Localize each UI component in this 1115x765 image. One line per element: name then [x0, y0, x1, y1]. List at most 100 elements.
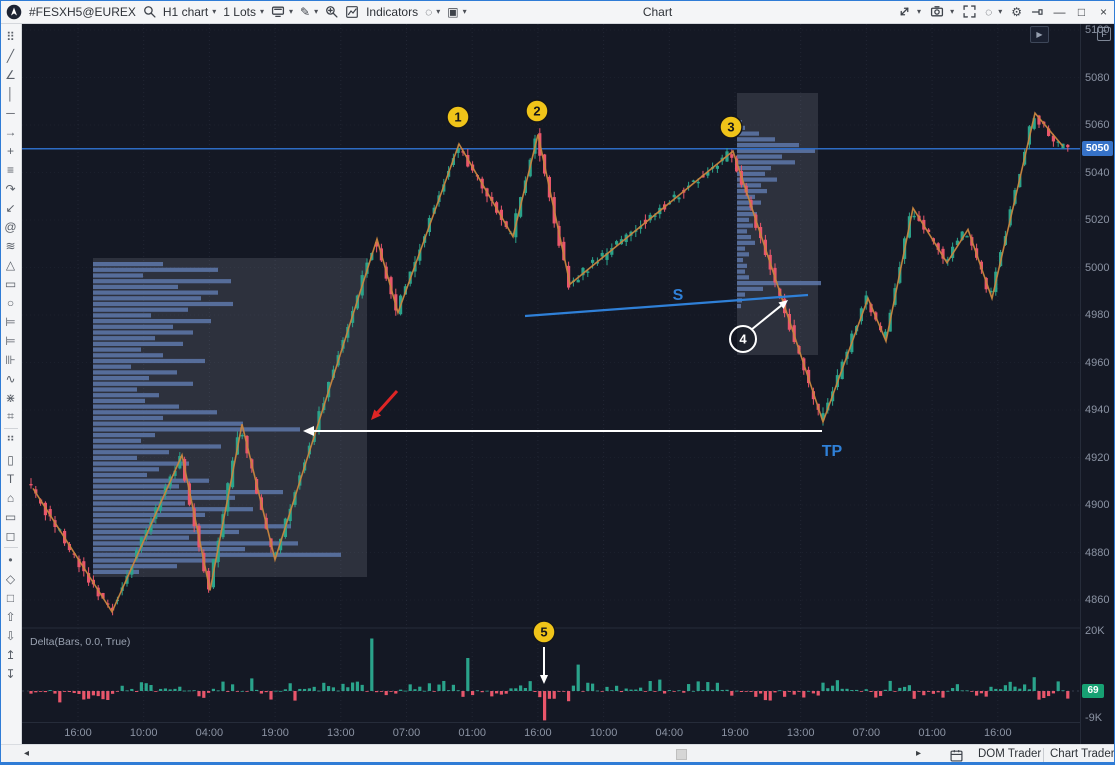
calendar-icon[interactable] — [950, 749, 963, 765]
corner-arrow-tool[interactable]: ↙ — [5, 200, 16, 215]
scroll-right-button[interactable]: ▸ — [916, 748, 922, 759]
pin-icon[interactable] — [1031, 6, 1044, 18]
cross-tool[interactable]: + — [6, 143, 14, 158]
volume-tool[interactable]: ⊪ — [5, 352, 16, 367]
scrollbar-thumb[interactable] — [676, 749, 687, 760]
marquee-select-tool[interactable]: ⠿ — [6, 29, 15, 44]
symbol-label[interactable]: #FESXH5@EUREX — [29, 4, 136, 19]
caret-down-icon[interactable]: ▾ — [314, 6, 319, 16]
resize-mode-icon[interactable] — [898, 5, 911, 18]
bracket-select-tool[interactable]: ▯ — [7, 452, 14, 467]
arrow-down-tool[interactable]: ⇩ — [5, 628, 16, 643]
minimize-button[interactable]: — — [1053, 4, 1066, 19]
caret-down-icon[interactable]: ▾ — [259, 6, 264, 16]
red-arrow-head — [371, 409, 382, 420]
indicators-button[interactable]: Indicators — [366, 4, 419, 19]
price-tick: 4900 — [1085, 499, 1110, 511]
delta-indicator-label: Delta(Bars, 0.0, True) — [30, 636, 130, 648]
marker-number-2: 2 — [533, 104, 540, 119]
price-tick: 4980 — [1085, 309, 1110, 321]
timeframe-selector[interactable]: H1 chart — [162, 4, 209, 19]
callout-tool[interactable]: ◻ — [5, 528, 16, 543]
arrow-tool[interactable]: → — [4, 124, 17, 139]
zigzag-tool[interactable]: ∿ — [5, 371, 16, 386]
f-button[interactable]: F — [1097, 27, 1111, 41]
current-price-badge: 5050 — [1082, 141, 1113, 157]
drawing-toolbar: ⠿ ╱ ∠ │ ─ → + ≡ ↷ ↙ @ ≋ △ ▭ ○ ⊨ ⊨ ⊪ ∿ ⋇ ⌗ ⠛ ▯ T ⌂ ▭ ◻ • ◇ □ ⇧ ⇩ ↥ ↧ — [0, 24, 22, 744]
trend-line-tool[interactable]: ╱ — [6, 48, 15, 63]
marker-number-3: 3 — [727, 120, 734, 135]
time-tick: 13:00 — [327, 727, 355, 739]
indicators-chart-icon[interactable] — [345, 5, 359, 18]
profile-tool-a[interactable]: ⊨ — [5, 314, 16, 329]
mention-tool[interactable]: @ — [4, 219, 17, 234]
short-entry-tool[interactable]: ↧ — [5, 666, 16, 681]
tab-dom-trader[interactable]: DOM Trader — [978, 748, 1042, 760]
crosshair-style-icon[interactable]: ◌ — [425, 4, 433, 19]
fullscreen-icon[interactable] — [963, 5, 976, 18]
cursor-style-icon[interactable]: ◌ — [985, 4, 993, 19]
caret-down-icon[interactable]: ▾ — [288, 6, 293, 16]
screenshot-camera-icon[interactable] — [930, 5, 944, 18]
jump-to-latest-button[interactable]: ▶ — [1030, 26, 1049, 43]
triangle-tool[interactable]: △ — [5, 257, 16, 272]
marker-circle-5 — [532, 620, 556, 644]
chart-canvas[interactable]: Delta(Bars, 0.0, True) S TP 1 2 3 4 5 — [22, 24, 1080, 722]
price-tick: 4860 — [1085, 594, 1110, 606]
toolbar-left: #FESXH5@EUREX H1 chart ▾ 1 Lots ▾ ▾ ✎ ▾ … — [0, 0, 467, 23]
price-tick: 5080 — [1085, 71, 1110, 84]
caret-down-icon[interactable]: ▾ — [917, 6, 922, 16]
time-tick: 16:00 — [64, 727, 92, 739]
time-tick: 10:00 — [589, 727, 618, 739]
marker-circle-1 — [446, 105, 470, 129]
tag-tool[interactable]: ⌂ — [6, 490, 15, 505]
ellipse-tool[interactable]: ○ — [6, 295, 15, 310]
layout-panels-icon[interactable]: ▣ — [447, 4, 459, 19]
hatch-tool[interactable]: ≋ — [5, 238, 16, 253]
tab-separator — [1043, 748, 1044, 762]
annotation-label-s: S — [673, 287, 684, 304]
vertical-line-tool[interactable]: │ — [6, 86, 15, 101]
caret-down-icon[interactable]: ▾ — [436, 6, 441, 16]
time-axis[interactable]: 16:00 10:00 04:00 19:00 13:00 07:00 01:00 16:00… — [22, 722, 1080, 744]
time-tick: 07:00 — [852, 727, 881, 739]
caret-down-icon[interactable]: ▾ — [950, 6, 955, 16]
square-tool[interactable]: □ — [6, 590, 15, 605]
scroll-left-button[interactable]: ◂ — [24, 748, 30, 759]
zoom-in-icon[interactable] — [325, 5, 338, 18]
angle-tool[interactable]: ∠ — [5, 67, 16, 82]
curve-tool[interactable]: ↷ — [5, 181, 16, 196]
profile-tool-b[interactable]: ⊨ — [5, 333, 16, 348]
tab-chart-trader[interactable]: Chart Trader — [1050, 748, 1115, 760]
price-levels-tool[interactable]: ≡ — [6, 162, 14, 177]
search-icon[interactable] — [143, 5, 156, 18]
dot-tool[interactable]: • — [8, 552, 13, 567]
toolbar-right: ▾ ▾ ◌ ▾ ⚙ — □ × — [898, 0, 1110, 23]
caret-down-icon[interactable]: ▾ — [462, 6, 467, 16]
lots-selector[interactable]: 1 Lots — [223, 4, 256, 19]
price-tick: 4920 — [1085, 451, 1110, 464]
rectangle-tool[interactable]: ▭ — [4, 276, 17, 291]
marquee2-tool[interactable]: ⠛ — [6, 433, 15, 448]
maximize-button[interactable]: □ — [1077, 4, 1086, 19]
close-button[interactable]: × — [1099, 4, 1107, 19]
caret-down-icon[interactable]: ▾ — [998, 6, 1003, 16]
price-axis[interactable]: F 5100 5080 5060 5040 5020 5000 4980 4960 4940 49… — [1080, 24, 1115, 744]
ruler-tool[interactable]: ⌗ — [7, 409, 14, 423]
long-entry-tool[interactable]: ↥ — [5, 647, 16, 662]
templates-icon[interactable] — [271, 5, 285, 18]
diamond-tool[interactable]: ◇ — [5, 571, 16, 586]
crossed-tool[interactable]: ⋇ — [5, 390, 16, 405]
settings-gear-icon[interactable]: ⚙ — [1011, 4, 1022, 19]
arrow-up-tool[interactable]: ⇧ — [5, 609, 16, 624]
toolbar-divider — [3, 428, 18, 429]
horizontal-line-tool[interactable]: ─ — [6, 105, 15, 120]
time-tick: 04:00 — [655, 727, 684, 739]
drawing-pencil-icon[interactable]: ✎ — [300, 4, 311, 19]
caret-down-icon[interactable]: ▾ — [212, 6, 217, 16]
price-tick: 5040 — [1085, 166, 1110, 179]
text-tool[interactable]: T — [6, 471, 15, 486]
label-tool[interactable]: ▭ — [4, 509, 17, 524]
time-tick: 04:00 — [195, 727, 224, 739]
titlebar: #FESXH5@EUREX H1 chart ▾ 1 Lots ▾ ▾ ✎ ▾ … — [0, 0, 1115, 24]
